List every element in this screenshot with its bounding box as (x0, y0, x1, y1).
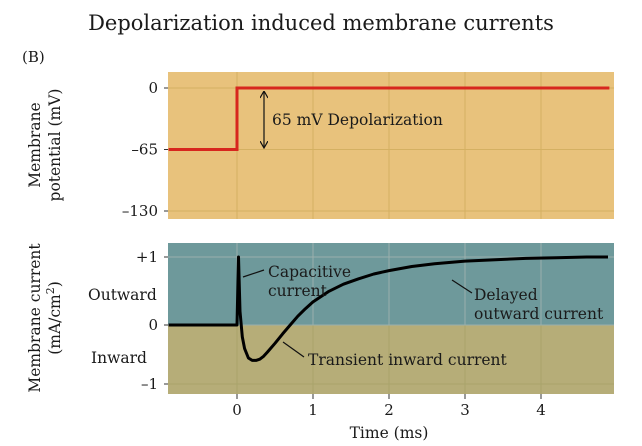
current-y-label-line1: Membrane current (26, 243, 44, 393)
capacitive-current-annotation-line2: current (268, 282, 328, 300)
voltage-y-ticks: 0 –65 –130 (122, 79, 168, 220)
outward-label: Outward (88, 286, 157, 304)
current-y-tick-label-0: +1 (136, 248, 158, 266)
x-axis-label: Time (ms) (350, 424, 429, 442)
current-trace (168, 255, 608, 362)
x-tick-label-1: 1 (308, 401, 318, 419)
current-y-ticks: +1 0 –1 (136, 248, 168, 393)
voltage-y-label-line1: Membrane (26, 102, 44, 187)
voltage-y-tick-label-0: 0 (148, 79, 158, 97)
x-tick-label-2: 2 (384, 401, 394, 419)
current-y-tick-label-2: –1 (141, 375, 158, 393)
capacitive-pointer (242, 269, 265, 278)
current-y-label-tail: ) (46, 281, 64, 287)
current-y-label-unit: (mA/cm (46, 294, 64, 355)
inward-label: Inward (91, 349, 147, 367)
panel-label: (B) (22, 48, 45, 66)
delayed-pointer (451, 279, 473, 294)
current-y-label-superscript: 2 (44, 287, 57, 294)
voltage-y-tick-label-2: –130 (122, 202, 158, 220)
voltage-y-label-line2: potential (mV) (46, 89, 64, 202)
delayed-current-annotation-line1: Delayed (474, 286, 538, 304)
x-tick-label-3: 3 (460, 401, 470, 419)
current-x-ticks: 0 1 2 3 4 (232, 394, 546, 419)
voltage-panel: 0 –65 –130 Membrane potential (mV) 65 mV D… (26, 72, 614, 220)
current-y-label-line2: (mA/cm2) (44, 281, 64, 355)
voltage-trace (168, 86, 610, 151)
x-tick-label-4: 4 (536, 401, 546, 419)
chart-title: Depolarization induced membrane currents (88, 11, 554, 35)
voltage-plot-background (168, 72, 614, 219)
current-y-tick-label-1: 0 (148, 316, 158, 334)
voltage-y-tick-label-1: –65 (131, 141, 158, 159)
transient-pointer (282, 341, 305, 358)
capacitive-current-annotation-line1: Capacitive (268, 263, 351, 281)
transient-current-annotation: Transient inward current (308, 351, 508, 369)
depolarization-annotation: 65 mV Depolarization (272, 111, 443, 129)
delayed-current-annotation-line2: outward current (474, 305, 604, 323)
x-tick-label-0: 0 (232, 401, 242, 419)
